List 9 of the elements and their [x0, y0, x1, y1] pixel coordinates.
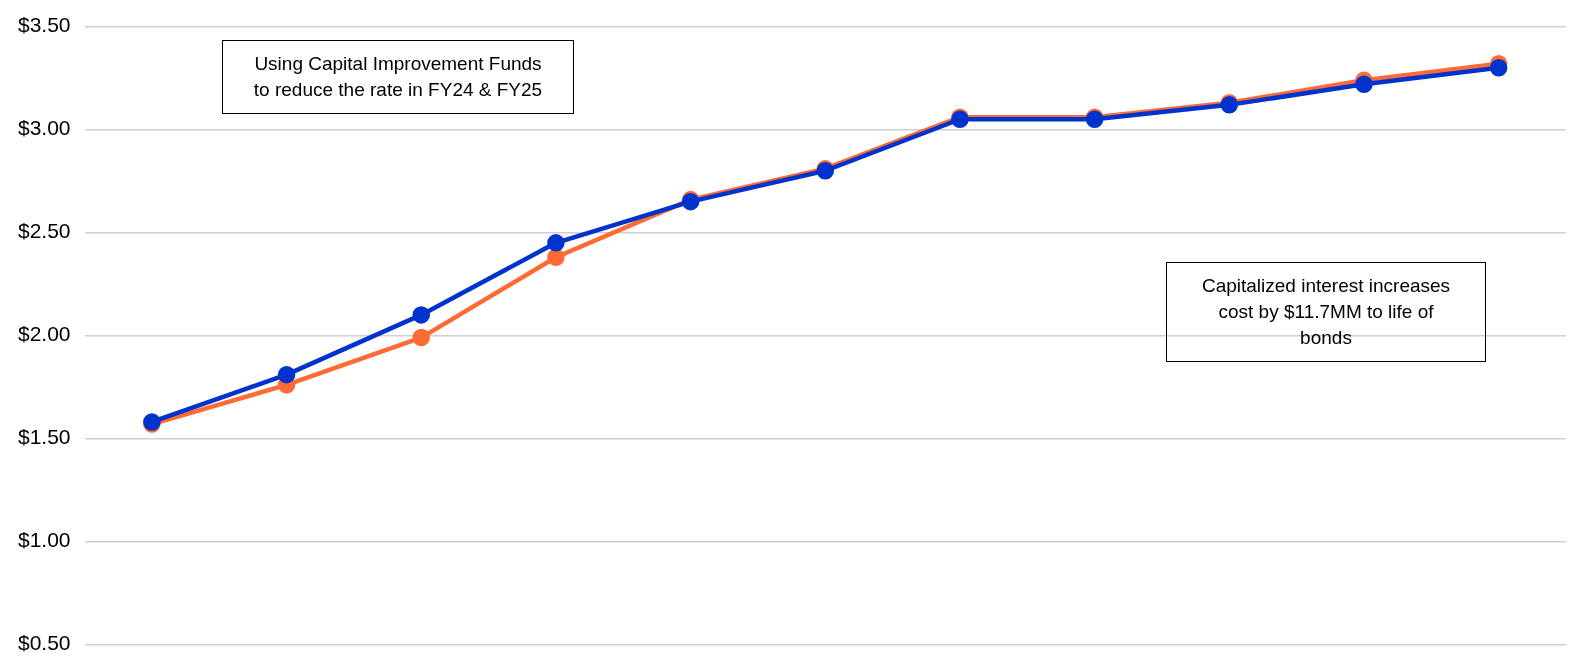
y-tick-label: $1.50 — [17, 425, 71, 449]
y-tick-label: $3.50 — [17, 13, 71, 37]
y-tick-label: $0.50 — [17, 631, 71, 655]
annotation: Using Capital Improvement Funds to reduce the rate in FY24 & FY25 — [222, 40, 574, 114]
y-tick-label: $2.50 — [17, 219, 71, 243]
y-tick-label: $2.00 — [17, 322, 71, 346]
y-tick-label: $1.00 — [17, 528, 71, 552]
y-tick-label: $3.00 — [17, 116, 71, 140]
annotation: Capitalized interest increases cost by $11.7MM to life of bonds — [1166, 262, 1486, 362]
